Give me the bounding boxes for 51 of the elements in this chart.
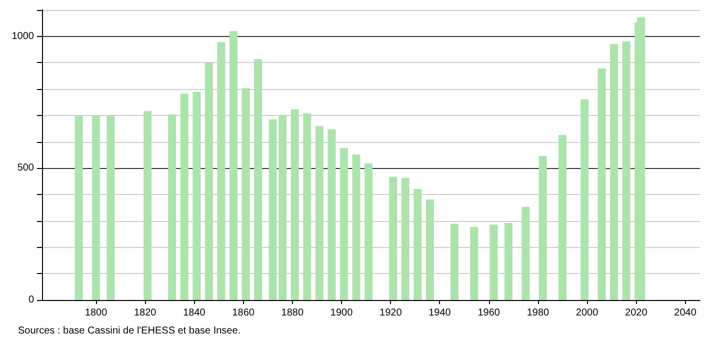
bar — [328, 129, 336, 300]
bar — [340, 148, 348, 300]
bar — [192, 92, 201, 300]
y-tick-label: 1000 — [12, 30, 34, 42]
bar — [610, 44, 618, 300]
source-note: Sources : base Cassini de l'EHESS et base Insee. — [18, 326, 241, 336]
bar — [168, 114, 176, 300]
bar — [144, 110, 152, 300]
x-tick-label: 2000 — [576, 308, 599, 318]
bar — [204, 62, 213, 300]
x-tick-label: 1960 — [478, 308, 500, 318]
bar — [450, 224, 458, 300]
bar — [558, 134, 567, 300]
bar — [217, 42, 226, 300]
x-tick-label: 2020 — [625, 308, 648, 318]
bar — [303, 113, 312, 300]
bar — [622, 41, 630, 300]
bar — [180, 94, 188, 300]
x-tick-label: 1880 — [281, 308, 304, 318]
bar — [352, 154, 360, 300]
x-tick-label: 1920 — [380, 308, 402, 318]
bar — [389, 176, 398, 300]
bar — [426, 200, 434, 300]
bar — [364, 163, 373, 300]
bar — [504, 223, 512, 300]
x-tick-label: 1840 — [183, 308, 206, 318]
bar — [230, 31, 238, 300]
bar — [290, 109, 299, 300]
x-tick-label: 1800 — [84, 308, 108, 318]
y-tick-label: 500 — [17, 162, 34, 174]
x-tick-label: 1860 — [232, 308, 255, 318]
x-tick-label: 1820 — [134, 308, 157, 318]
bar — [106, 115, 115, 300]
bar — [401, 178, 410, 300]
x-tick-label: 1940 — [428, 308, 452, 318]
x-tick-label: 1900 — [330, 308, 354, 318]
bar — [538, 156, 547, 300]
x-tick-label: 2040 — [674, 308, 697, 318]
y-tick-label: 0 — [28, 294, 34, 306]
bar — [414, 189, 422, 300]
bar — [254, 59, 262, 300]
bar — [490, 224, 498, 300]
bar — [522, 206, 530, 300]
bar — [242, 88, 250, 300]
bar — [580, 99, 589, 300]
bar — [470, 226, 478, 300]
bar — [598, 68, 606, 300]
bar — [315, 126, 324, 300]
bar — [92, 115, 100, 300]
x-tick-label: 1980 — [526, 308, 550, 318]
bar — [74, 115, 83, 300]
